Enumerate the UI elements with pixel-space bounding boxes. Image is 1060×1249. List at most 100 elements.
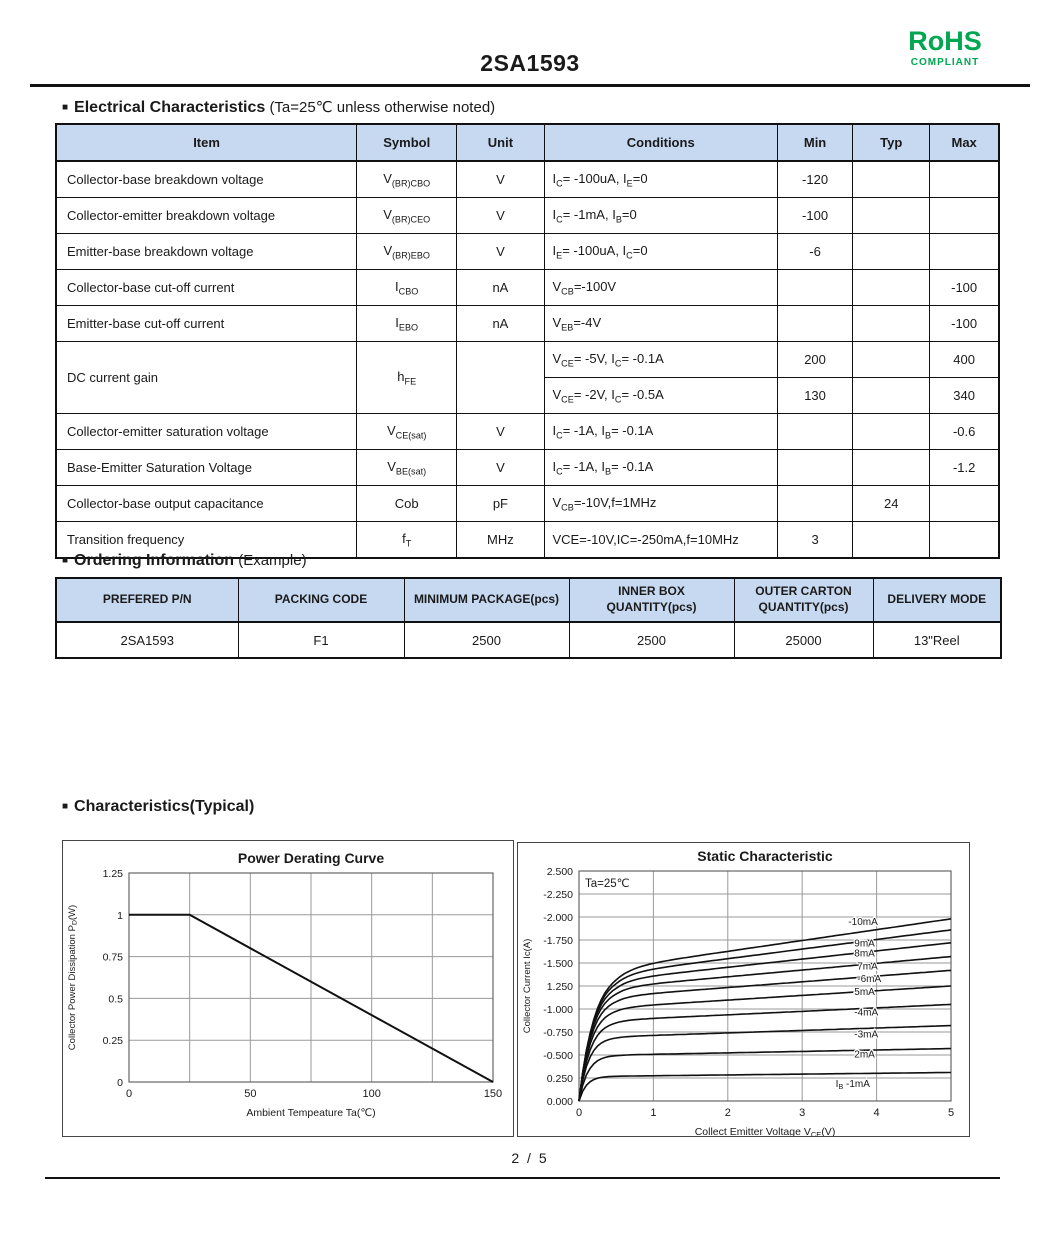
ec-cell: 130 bbox=[776, 377, 854, 414]
ordering-value-cell: 25000 bbox=[733, 621, 874, 659]
electrical-heading-title: Electrical Characteristics bbox=[74, 99, 266, 116]
ordering-header-cell: MINIMUM PACKAGE(pcs) bbox=[403, 577, 570, 623]
ec-cell: V(BR)CEO bbox=[356, 197, 458, 234]
ec-header-cell: Symbol bbox=[356, 123, 458, 162]
ec-cell bbox=[929, 233, 1000, 270]
table-row: Collector-base output capacitance Cob pF VC… bbox=[55, 485, 1000, 522]
table-row: Collector-base breakdown voltage V(BR)CBO… bbox=[55, 160, 1000, 198]
chart-text: IB -1mA bbox=[836, 1079, 871, 1091]
chart-text: Power Derating Curve bbox=[238, 850, 384, 866]
electrical-characteristics-heading: ■ Electrical Characteristics (Ta=25℃ unle… bbox=[62, 98, 495, 117]
ec-cell: VBE(sat) bbox=[356, 449, 458, 486]
ec-cell: nA bbox=[456, 305, 545, 342]
chart-text: 5 bbox=[948, 1107, 954, 1119]
chart-text: 1 bbox=[650, 1107, 656, 1119]
ec-cell bbox=[852, 413, 931, 450]
ec-cell: Collector-emitter breakdown voltage bbox=[55, 197, 358, 234]
ec-cell: V bbox=[456, 160, 545, 198]
chart-text: Ta=25℃ bbox=[585, 878, 630, 890]
chart-text: 0 bbox=[117, 1077, 123, 1089]
ec-cell: DC current gain bbox=[55, 341, 358, 414]
ec-cell: V bbox=[456, 449, 545, 486]
ec-cell: V bbox=[456, 233, 545, 270]
page-number: 2 / 5 bbox=[511, 1150, 549, 1166]
ec-cell: Emitter-base cut-off current bbox=[55, 305, 358, 342]
ic-curve bbox=[578, 1047, 951, 1102]
electrical-characteristics-table: Item Symbol Unit Conditions Min Typ Max Collec… bbox=[55, 123, 1000, 559]
ordering-value-cell: 2SA1593 bbox=[55, 621, 239, 659]
chart-text: -0.500 bbox=[543, 1050, 573, 1062]
ec-cell: -6 bbox=[776, 233, 854, 270]
ec-cell: VEB=-4V bbox=[543, 305, 778, 342]
ec-cell: V bbox=[456, 197, 545, 234]
ic-curve bbox=[578, 918, 952, 1102]
table-row: Base-Emitter Saturation Voltage VBE(sat) V… bbox=[55, 449, 1000, 486]
ec-cell bbox=[852, 197, 931, 234]
ec-cell bbox=[929, 485, 1000, 522]
chart-text: -2.000 bbox=[543, 912, 573, 924]
table-row: Collector-base cut-off current ICBO nA VCB=… bbox=[55, 269, 1000, 306]
chart-text: 9mA bbox=[854, 938, 875, 949]
chart-text: -10mA bbox=[848, 917, 878, 928]
ec-cell: -100 bbox=[929, 305, 1000, 342]
ec-cell bbox=[852, 377, 931, 414]
ec-cell: 24 bbox=[852, 485, 931, 522]
electrical-table-header-row: Item Symbol Unit Conditions Min Typ Max bbox=[55, 123, 1000, 162]
ec-cell: -100 bbox=[929, 269, 1000, 306]
chart-text: 5mA bbox=[854, 987, 875, 998]
chart-text: -3mA bbox=[854, 1029, 878, 1040]
static-characteristic-chart: 0 1 2 3 4 5 2.500 -2.250 -2.000 -1.750 -1.500 1.250… bbox=[522, 848, 954, 1139]
ec-cell: V bbox=[456, 413, 545, 450]
ec-cell: 3 bbox=[776, 521, 854, 559]
ec-header-cell: Max bbox=[929, 123, 1000, 162]
ic-curve bbox=[578, 969, 952, 1102]
ec-cell: 340 bbox=[929, 377, 1000, 414]
typical-heading-title: Characteristics(Typical) bbox=[74, 798, 255, 815]
ec-cell bbox=[852, 305, 931, 342]
ordering-value-cell: F1 bbox=[237, 621, 405, 659]
ec-cell: Base-Emitter Saturation Voltage bbox=[55, 449, 358, 486]
ec-cell: hFE bbox=[356, 341, 458, 414]
footer-divider bbox=[45, 1177, 1000, 1179]
ordering-value-cell: 2500 bbox=[403, 621, 570, 659]
chart-text: 3 bbox=[799, 1107, 805, 1119]
chart-text: -1.500 bbox=[543, 958, 573, 970]
ec-header-cell: Conditions bbox=[543, 123, 778, 162]
chart-text: 0.5 bbox=[108, 993, 123, 1005]
ec-cell: IC= -100uA, IE=0 bbox=[543, 160, 778, 198]
ec-cell bbox=[852, 521, 931, 559]
ec-cell bbox=[852, 160, 931, 198]
ordering-table-data-row: 2SA1593 F1 2500 2500 25000 13"Reel bbox=[55, 621, 1002, 659]
chart-text: Collector Current Ic(A) bbox=[522, 939, 533, 1034]
ec-cell bbox=[776, 269, 854, 306]
rohs-compliant-logo: RoHS COMPLIANT bbox=[880, 28, 1010, 69]
ec-header-cell: Min bbox=[776, 123, 854, 162]
square-bullet-icon: ■ bbox=[62, 801, 69, 812]
power-derating-chart: 0 50 100 150 1.25 1 0.75 0.5 0.25 0 Power Derating… bbox=[67, 850, 502, 1119]
chart-text: 4 bbox=[874, 1107, 880, 1119]
ordering-table-header-row: PREFERED P/N PACKING CODE MINIMUM PACKAGE(… bbox=[55, 577, 1002, 623]
chart-text: 2mA bbox=[854, 1050, 875, 1061]
ec-cell: 400 bbox=[929, 341, 1000, 378]
ec-cell bbox=[776, 449, 854, 486]
chart-text: 100 bbox=[362, 1088, 380, 1100]
ordering-header-cell: PACKING CODE bbox=[237, 577, 405, 623]
ec-cell: IC= -1mA, IB=0 bbox=[543, 197, 778, 234]
table-row: Collector-emitter breakdown voltage V(BR)… bbox=[55, 197, 1000, 234]
ic-curve bbox=[578, 1003, 952, 1102]
derating-line bbox=[129, 913, 494, 1083]
square-bullet-icon: ■ bbox=[62, 102, 69, 113]
ordering-heading-title: Ordering Information bbox=[74, 552, 235, 569]
ec-cell bbox=[929, 160, 1000, 198]
table-row: Emitter-base breakdown voltage V(BR)EBO V I… bbox=[55, 233, 1000, 270]
characteristics-typical-heading: ■ Characteristics(Typical) bbox=[62, 798, 254, 816]
ec-cell bbox=[852, 269, 931, 306]
ec-header-cell: Item bbox=[55, 123, 358, 162]
ec-cell: -1.2 bbox=[929, 449, 1000, 486]
ec-header-cell: Unit bbox=[456, 123, 545, 162]
ordering-information-heading: ■ Ordering Information (Example) bbox=[62, 552, 307, 570]
chart-text: 0.000 bbox=[547, 1096, 573, 1108]
table-row: Transition frequency fT MHz VCE=-10V,IC=-25… bbox=[55, 521, 1000, 559]
ic-curve bbox=[578, 942, 952, 1102]
